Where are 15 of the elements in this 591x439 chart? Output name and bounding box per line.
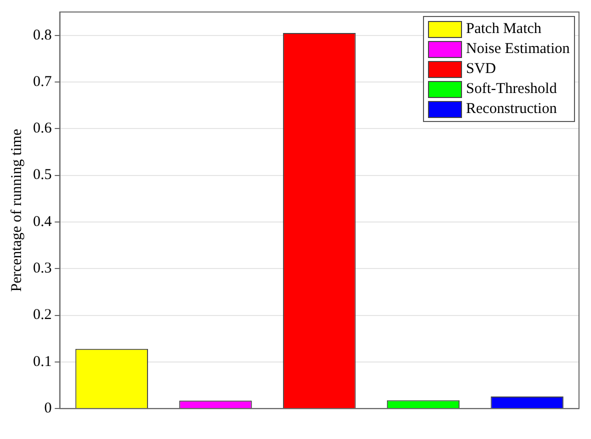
legend-label: Noise Estimation: [466, 40, 570, 59]
y-tick-label: 0.3: [33, 260, 52, 277]
y-tick-label: 0.4: [33, 214, 52, 230]
y-tick-label: 0.5: [33, 167, 52, 184]
y-axis-title: Percentage of running time: [8, 128, 25, 292]
y-tick-label: 0: [44, 400, 52, 417]
legend-label: Patch Match: [466, 20, 542, 39]
y-tick-label: 0.6: [33, 120, 52, 137]
y-tick-label: 0.8: [33, 27, 52, 44]
legend-label: SVD: [466, 60, 496, 79]
y-tick-label: 0.1: [33, 354, 52, 370]
legend-label: Reconstruction: [466, 100, 557, 119]
y-tick-label: 0.2: [33, 307, 52, 324]
y-tick-label: 0.7: [33, 74, 52, 90]
legend-label: Soft-Threshold: [466, 80, 557, 99]
